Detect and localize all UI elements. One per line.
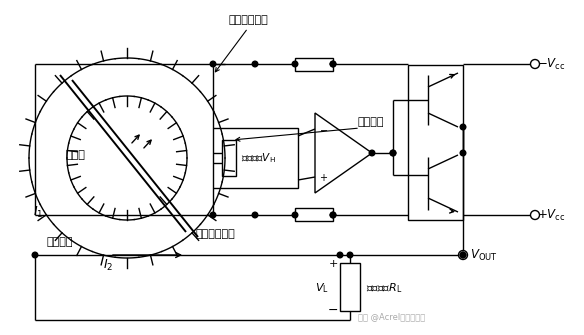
- Text: 被测导线: 被测导线: [47, 237, 73, 247]
- Text: 霍尔元件: 霍尔元件: [358, 117, 384, 127]
- Circle shape: [460, 124, 466, 130]
- Circle shape: [330, 61, 336, 67]
- Text: $+V_{\mathrm{cc}}$: $+V_{\mathrm{cc}}$: [537, 207, 565, 222]
- Circle shape: [330, 212, 336, 218]
- Text: 二次线圈磁场: 二次线圈磁场: [228, 15, 268, 25]
- Circle shape: [292, 61, 298, 67]
- Circle shape: [460, 252, 466, 258]
- Circle shape: [330, 61, 336, 67]
- Circle shape: [337, 252, 343, 258]
- Circle shape: [369, 150, 375, 156]
- Text: 霍尔电热$V_{\mathrm{H}}$: 霍尔电热$V_{\mathrm{H}}$: [241, 151, 276, 165]
- Text: $V_{\mathrm{L}}$: $V_{\mathrm{L}}$: [315, 281, 329, 295]
- Circle shape: [460, 252, 466, 258]
- Bar: [222, 140, 236, 176]
- Text: −: −: [328, 304, 338, 317]
- Text: 测量电阻$R_{\mathrm{L}}$: 测量电阻$R_{\mathrm{L}}$: [366, 281, 402, 295]
- Circle shape: [292, 212, 298, 218]
- Circle shape: [210, 61, 216, 67]
- Circle shape: [390, 150, 396, 156]
- Bar: [295, 58, 333, 71]
- Text: 一次线圈磁场: 一次线圈磁场: [195, 229, 235, 239]
- Circle shape: [458, 251, 468, 260]
- Circle shape: [330, 212, 336, 218]
- Circle shape: [530, 60, 540, 68]
- Text: 知乎 @Acrel安科瑞王阳: 知乎 @Acrel安科瑞王阳: [359, 313, 426, 322]
- Text: $+$: $+$: [319, 172, 329, 183]
- Bar: [340, 263, 360, 311]
- Text: $-$: $-$: [319, 124, 329, 134]
- Circle shape: [252, 212, 258, 218]
- Circle shape: [32, 252, 38, 258]
- Text: 磁聚环: 磁聚环: [65, 150, 85, 160]
- Bar: [295, 208, 333, 221]
- Text: $V_{\mathrm{OUT}}$: $V_{\mathrm{OUT}}$: [470, 248, 498, 263]
- Circle shape: [460, 150, 466, 156]
- Text: +: +: [328, 259, 338, 269]
- Circle shape: [252, 61, 258, 67]
- Circle shape: [210, 212, 216, 218]
- Text: $I_2$: $I_2$: [103, 258, 113, 273]
- Circle shape: [390, 150, 396, 156]
- Text: $I_1$: $I_1$: [33, 204, 43, 219]
- Text: $-V_{\mathrm{cc}}$: $-V_{\mathrm{cc}}$: [537, 57, 565, 72]
- Bar: [213, 128, 298, 188]
- Bar: [408, 65, 463, 220]
- Circle shape: [530, 210, 540, 219]
- Circle shape: [347, 252, 353, 258]
